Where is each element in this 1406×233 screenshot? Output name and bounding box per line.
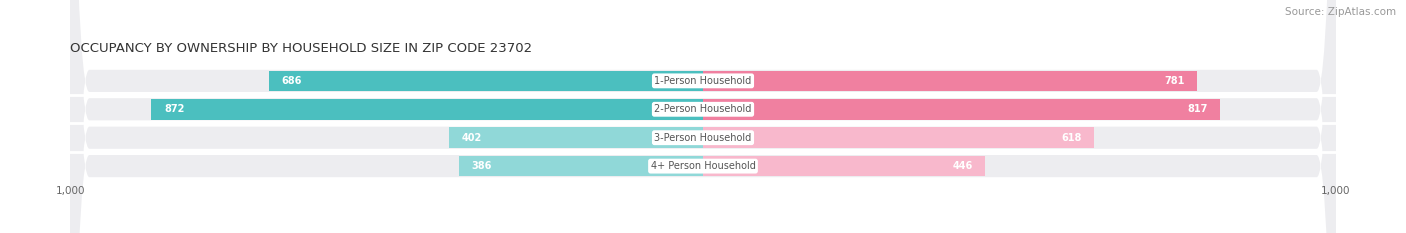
Text: 872: 872 <box>165 104 184 114</box>
Bar <box>703 127 1094 148</box>
Bar <box>703 99 1220 120</box>
Text: 817: 817 <box>1187 104 1208 114</box>
Bar <box>458 156 703 176</box>
Text: 686: 686 <box>281 76 302 86</box>
Text: 402: 402 <box>461 133 482 143</box>
Bar <box>152 99 703 120</box>
Bar <box>703 71 1197 91</box>
Bar <box>449 127 703 148</box>
Bar <box>703 156 986 176</box>
Text: 618: 618 <box>1062 133 1081 143</box>
Text: 781: 781 <box>1164 76 1184 86</box>
Text: Source: ZipAtlas.com: Source: ZipAtlas.com <box>1285 7 1396 17</box>
Text: 2-Person Household: 2-Person Household <box>654 104 752 114</box>
Text: 3-Person Household: 3-Person Household <box>654 133 752 143</box>
Text: 446: 446 <box>952 161 973 171</box>
Text: 386: 386 <box>471 161 492 171</box>
FancyBboxPatch shape <box>70 0 1336 233</box>
FancyBboxPatch shape <box>70 0 1336 233</box>
Text: OCCUPANCY BY OWNERSHIP BY HOUSEHOLD SIZE IN ZIP CODE 23702: OCCUPANCY BY OWNERSHIP BY HOUSEHOLD SIZE… <box>70 42 533 55</box>
Text: 4+ Person Household: 4+ Person Household <box>651 161 755 171</box>
FancyBboxPatch shape <box>70 0 1336 233</box>
FancyBboxPatch shape <box>70 0 1336 233</box>
Text: 1-Person Household: 1-Person Household <box>654 76 752 86</box>
Bar <box>269 71 703 91</box>
